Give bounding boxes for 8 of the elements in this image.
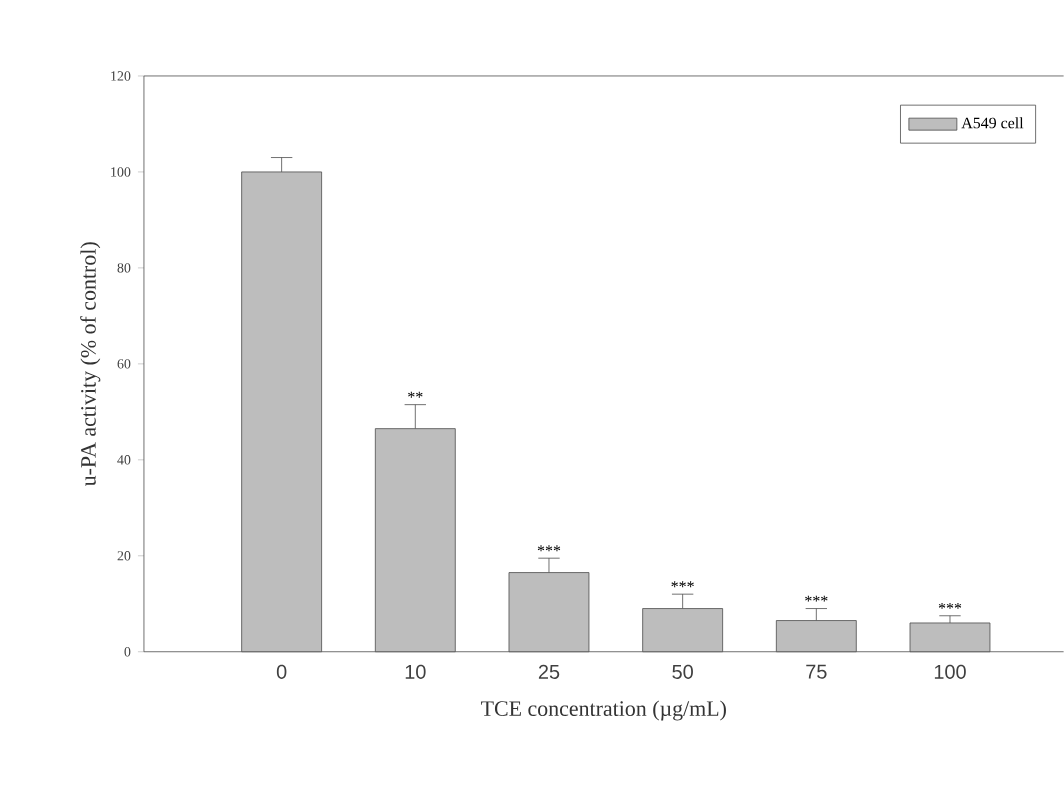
x-tick-label: 75 <box>806 664 827 679</box>
x-tick-label: 100 <box>934 664 966 680</box>
x-tick-label: 50 <box>672 664 693 680</box>
y-axis-title: u-PA activity (% of control) <box>80 242 101 487</box>
x-tick-label: 10 <box>405 664 426 680</box>
x-tick-label: 0 <box>276 664 287 680</box>
x-axis-title: TCE concentration (µg/mL) <box>481 700 726 721</box>
x-tick-label: 25 <box>538 664 560 680</box>
